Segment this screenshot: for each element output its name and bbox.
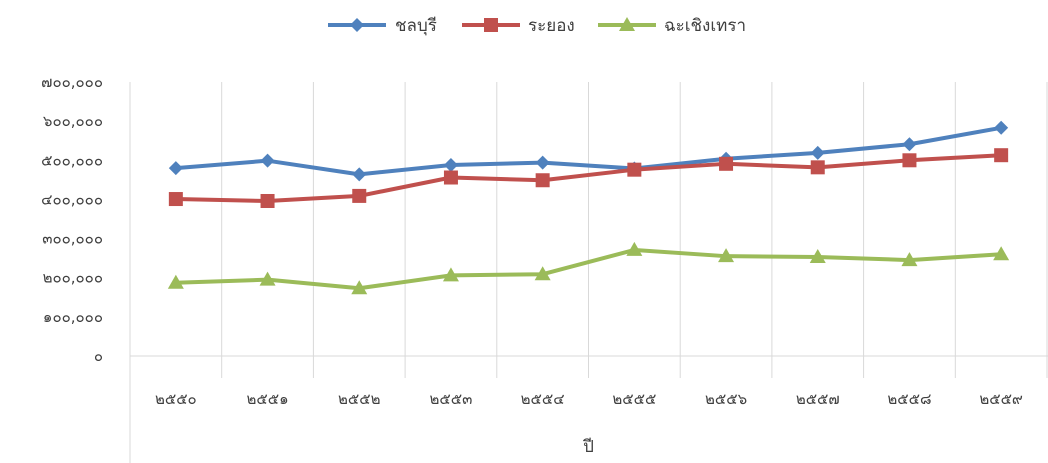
legend-label: ชลบุรี [395,16,437,36]
legend-item: ระยอง [462,16,575,36]
y-tick-label: ๔๐๐,๐๐๐ [41,190,103,208]
legend-item: ชลบุรี [328,16,437,36]
legend-label: ระยอง [528,16,575,36]
y-axis-tick-labels: ๐ ๑๐๐,๐๐๐ ๒๐๐,๐๐๐ ๓๐๐,๐๐๐ ๔๐๐,๐๐๐ ๕๐๐,๐๐๐ ๖๐๐,… [41,73,103,365]
x-tick-label: ๒๕๕๘ [887,390,931,408]
data-point-marker [902,137,917,152]
data-point-marker [168,161,183,176]
x-axis-title: ปี [582,437,594,457]
x-tick-label: ๒๕๕๓ [430,390,473,408]
x-tick-label: ๒๕๕๙ [979,390,1023,408]
data-point-marker [994,120,1009,135]
vertical-gridlines [129,82,1048,463]
data-point-marker [994,148,1009,163]
data-point-marker [809,248,826,263]
data-point-marker [810,160,825,175]
data-point-marker [535,173,550,188]
data-point-marker [352,167,367,182]
y-tick-label: ๒๐๐,๐๐๐ [43,269,103,287]
legend-marker [484,18,498,32]
data-point-marker [993,246,1010,261]
y-tick-label: ๐ [94,347,103,365]
data-point-marker [260,153,275,168]
x-tick-label: ๒๕๕๒ [338,390,380,408]
data-point-marker [810,145,825,160]
x-tick-label: ๒๕๕๑ [246,390,288,408]
data-point-marker [443,157,458,172]
data-point-marker [719,156,734,171]
data-point-marker [718,248,735,263]
series-2 [168,148,1009,208]
legend-item: ฉะเชิงเทรา [598,16,746,36]
y-tick-label: ๓๐๐,๐๐๐ [42,230,103,248]
legend-marker [619,17,635,31]
data-point-marker [168,192,183,207]
series-3 [167,241,1010,295]
series-line [175,125,1002,177]
data-point-marker [534,266,551,281]
data-point-marker [626,241,643,256]
x-tick-label: ๒๕๕๐ [155,390,197,408]
data-point-marker [167,274,184,289]
data-point-marker [535,155,550,170]
y-tick-label: ๑๐๐,๐๐๐ [43,308,103,326]
series-1 [168,120,1009,182]
data-point-marker [443,170,458,185]
y-tick-label: ๗๐๐,๐๐๐ [41,73,103,91]
x-tick-label: ๒๕๕๕ [612,390,656,408]
series-line [175,153,1002,203]
series-layer [167,120,1010,295]
legend: ชลบุรี ระยอง ฉะเชิงเทรา [328,16,746,36]
data-point-marker [260,193,275,208]
x-tick-label: ๒๕๕๗ [796,390,840,408]
data-point-marker [627,162,642,177]
y-tick-label: ๖๐๐,๐๐๐ [43,112,103,130]
x-axis-tick-labels: ๒๕๕๐ ๒๕๕๑ ๒๕๕๒ ๒๕๕๓ ๒๕๕๔ ๒๕๕๕ ๒๕๕๖ ๒๕๕๗ ๒๕๕๘ ๒๕๕๙ [155,390,1023,408]
x-tick-label: ๒๕๕๔ [521,390,565,408]
legend-marker [350,18,364,32]
data-point-marker [442,267,459,282]
data-point-marker [352,188,367,203]
legend-label: ฉะเชิงเทรา [664,16,746,36]
y-tick-label: ๕๐๐,๐๐๐ [41,151,103,169]
series-line [175,247,1002,291]
x-tick-label: ๒๕๕๖ [705,390,747,408]
data-point-marker [901,252,918,267]
data-point-marker [902,153,917,168]
data-point-marker [259,271,276,286]
data-point-marker [351,280,368,295]
